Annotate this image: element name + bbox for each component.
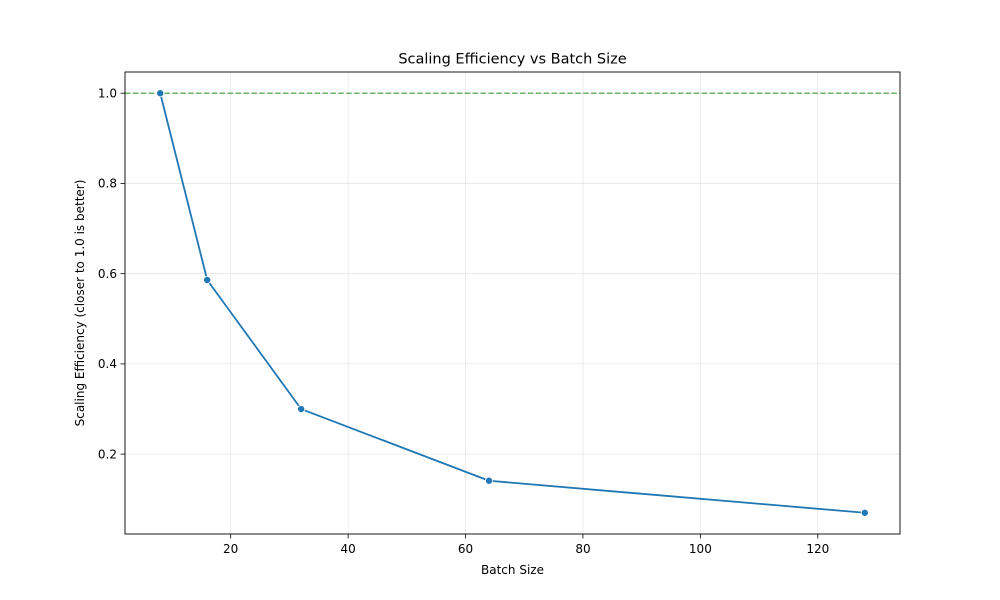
x-tick-label: 100: [689, 542, 712, 556]
y-tick-label: 0.6: [98, 267, 117, 281]
y-axis-title: Scaling Efficiency (closer to 1.0 is bet…: [73, 180, 87, 427]
y-tick-label: 0.2: [98, 447, 117, 461]
data-point: [203, 275, 212, 284]
y-tick-label: 0.8: [98, 177, 117, 191]
data-point: [297, 405, 306, 414]
x-tick-label: 20: [223, 542, 238, 556]
x-tick-label: 60: [458, 542, 473, 556]
x-axis-title: Batch Size: [481, 563, 544, 577]
data-point: [156, 89, 165, 98]
data-point: [860, 508, 869, 517]
series-group: [156, 89, 869, 517]
x-tick-label: 120: [806, 542, 829, 556]
x-tick-label: 40: [340, 542, 355, 556]
chart-title: Scaling Efficiency vs Batch Size: [398, 52, 626, 68]
y-tick-label: 0.4: [98, 357, 117, 371]
data-point: [485, 476, 494, 485]
ticks-group: 20 40 60 80 100 120 0.2 0.4 0.6 0.8 1.0: [98, 87, 829, 556]
x-tick-label: 80: [575, 542, 590, 556]
y-tick-label: 1.0: [98, 87, 117, 101]
plot-area-frame: [124, 71, 901, 535]
